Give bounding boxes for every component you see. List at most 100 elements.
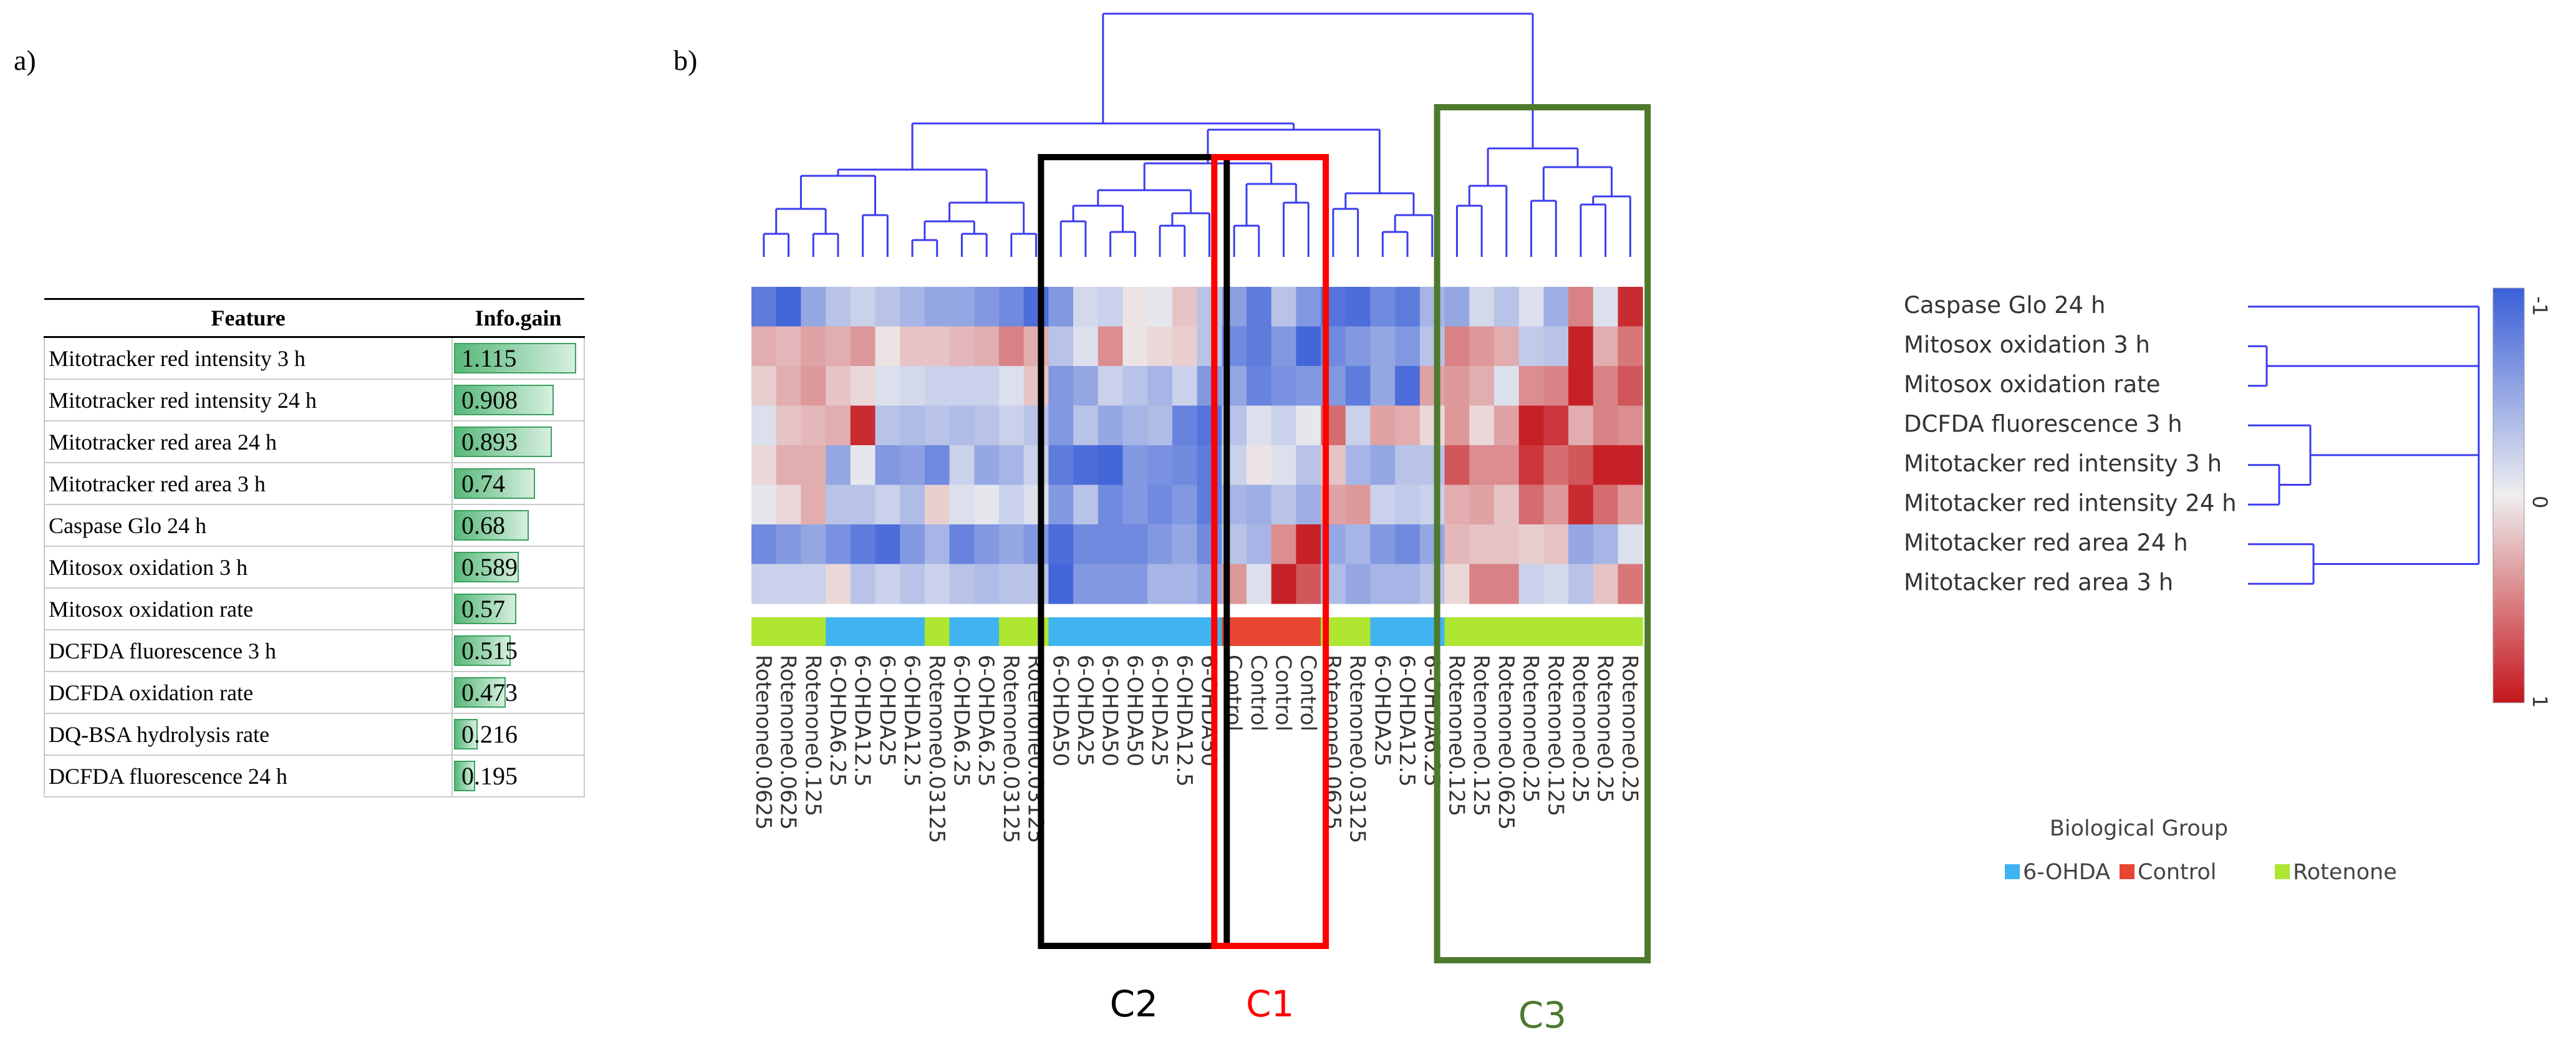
column-label: Rotenone0.03125 (1345, 655, 1370, 844)
column-label: Control (1295, 655, 1320, 731)
heatmap-cell (900, 287, 925, 327)
heatmap-cell (1518, 484, 1544, 525)
heatmap-cell (1395, 405, 1421, 446)
table-row: Mitotracker red area 3 h 0.74 (44, 462, 585, 505)
heatmap-cell (801, 326, 826, 367)
row-label: Mitotacker red intensity 24 h (1904, 490, 2237, 517)
info-gain-cell: 0.68 (451, 504, 585, 547)
column-label: Control (1271, 655, 1296, 731)
heatmap-cell (1345, 484, 1371, 525)
info-gain-header: Info.gain (452, 298, 584, 338)
heatmap-cell (1048, 564, 1074, 604)
heatmap-cell (875, 564, 900, 604)
heatmap-cell (949, 564, 975, 604)
heatmap-cell (1048, 445, 1074, 486)
cluster-box (1434, 104, 1651, 963)
heatmap-cell (801, 366, 826, 407)
heatmap-cell (1048, 524, 1074, 565)
column-label: Rotenone0.125 (800, 655, 825, 816)
heatmap-cell (1518, 287, 1544, 327)
heatmap-cell (1444, 366, 1470, 407)
color-scale-bar (2492, 287, 2525, 703)
heatmap-cell (1395, 366, 1421, 407)
heatmap-cell (1469, 484, 1495, 525)
heatmap-cell (1444, 564, 1470, 604)
heatmap-cell (1023, 326, 1049, 367)
heatmap-cell (1419, 366, 1445, 407)
heatmap-cell (1593, 287, 1619, 327)
column-label: Rotenone0.25 (1518, 655, 1543, 803)
heatmap-cell (1494, 287, 1520, 327)
heatmap-cell (776, 326, 801, 367)
heatmap-cell (1568, 405, 1594, 446)
heatmap-cell (1618, 524, 1643, 565)
heatmap-cell (1370, 445, 1396, 486)
heatmap-cell (850, 366, 876, 407)
column-label: 6-OHDA25 (1073, 655, 1097, 766)
info-gain-table: Feature Info.gain Mitotracker red intens… (44, 298, 585, 797)
heatmap-cell (826, 484, 851, 525)
heatmap-cell (1172, 326, 1198, 367)
panel-b-label: b) (673, 44, 698, 76)
table-row: DCFDA oxidation rate 0.473 (44, 671, 585, 714)
heatmap-cell (1247, 524, 1272, 565)
heatmap-cell (1518, 524, 1544, 565)
heatmap-cell (1097, 445, 1124, 486)
group-strip-cell (1543, 617, 1569, 646)
heatmap-cell (1345, 405, 1371, 446)
heatmap-cell (1618, 484, 1643, 525)
heatmap-cell (924, 366, 950, 407)
heatmap-cell (875, 326, 900, 367)
info-gain-cell: 0.893 (451, 420, 585, 463)
heatmap-cell (1444, 326, 1470, 367)
panel-a-label: a) (14, 44, 36, 76)
heatmap-cell (826, 524, 851, 565)
heatmap-cell (1073, 564, 1099, 604)
heatmap-cell (1370, 564, 1396, 604)
heatmap-cell (875, 366, 900, 407)
column-label: Rotenone0.0625 (1493, 655, 1518, 830)
info-gain-bar (454, 719, 478, 749)
group-strip-cell (1593, 617, 1619, 646)
group-strip-cell (999, 617, 1025, 646)
info-gain-value: 0.68 (461, 511, 505, 539)
heatmap-cell (1543, 524, 1569, 565)
group-strip-cell (1494, 617, 1520, 646)
table-row: Mitosox oxidation rate 0.57 (44, 587, 585, 630)
heatmap-cell (1568, 287, 1594, 327)
heatmap-cell (1494, 564, 1520, 604)
cluster-box (1211, 154, 1329, 949)
feature-name: Mitotracker red intensity 24 h (44, 378, 453, 422)
heatmap-cell (1048, 405, 1074, 446)
feature-name: Caspase Glo 24 h (44, 504, 453, 547)
info-gain-value: 0.908 (461, 386, 518, 414)
heatmap-cell (999, 405, 1025, 446)
heatmap-cell (1271, 366, 1296, 407)
column-label: Rotenone0.0625 (751, 655, 776, 830)
group-strip-cell (1618, 617, 1643, 646)
column-label: Rotenone0.03125 (1023, 655, 1048, 844)
heatmap-cell (924, 326, 950, 367)
heatmap-cell (826, 326, 851, 367)
column-label: Rotenone0.25 (1617, 655, 1642, 803)
heatmap-cell (1518, 445, 1544, 486)
heatmap-cell (1122, 405, 1148, 446)
heatmap-cell (1023, 287, 1049, 327)
table-header-row: Feature Info.gain (44, 298, 584, 338)
heatmap-cell (1271, 326, 1296, 367)
heatmap-cell (924, 564, 950, 604)
heatmap-cell (1097, 484, 1124, 525)
heatmap-cell (1469, 445, 1495, 486)
column-label: Rotenone0.125 (1469, 655, 1493, 816)
heatmap-cell (1073, 524, 1099, 565)
column-label: Rotenone0.125 (1444, 655, 1469, 816)
heatmap-cell (1048, 484, 1074, 525)
heatmap-cell (900, 524, 925, 565)
color-scale-tick: 1 (2528, 695, 2552, 708)
feature-name: Mitotracker red area 3 h (44, 462, 453, 505)
heatmap-cell (1618, 326, 1643, 367)
heatmap-cell (1147, 326, 1173, 367)
heatmap-cell (1370, 326, 1396, 367)
heatmap-cell (1122, 564, 1148, 604)
heatmap-cell (1172, 484, 1198, 525)
